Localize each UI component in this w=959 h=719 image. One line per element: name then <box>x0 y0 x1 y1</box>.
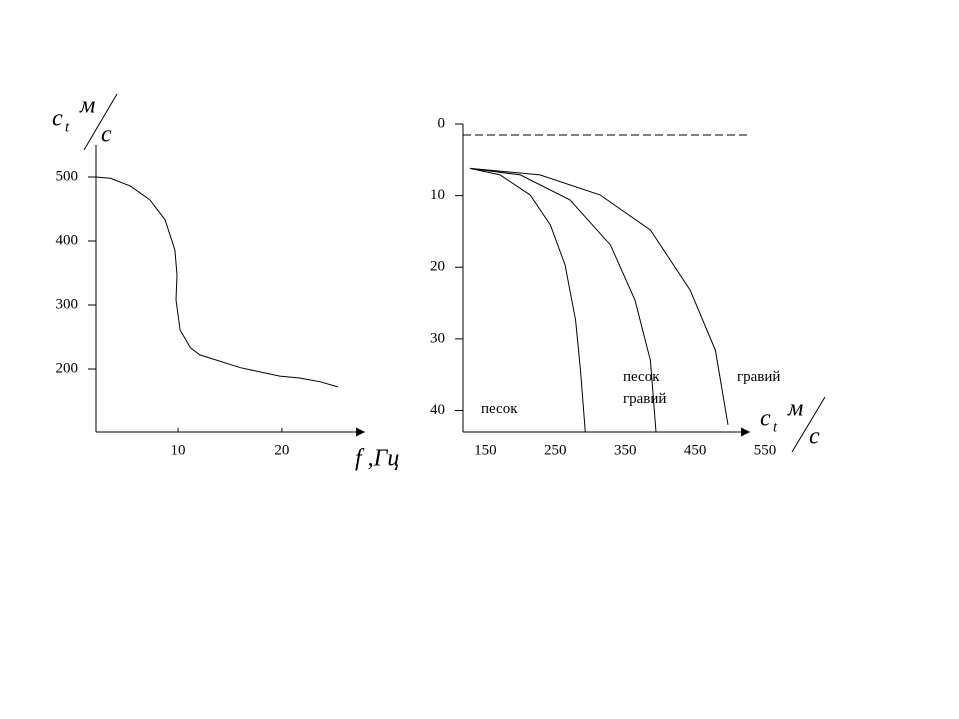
x-tick-label: 150 <box>474 442 497 458</box>
fraction-bar <box>83 93 118 151</box>
y-tick-label: 0 <box>438 115 446 131</box>
x-tick-label: 550 <box>754 442 777 458</box>
y-tick-label: 40 <box>430 402 445 418</box>
data-line <box>469 167 657 433</box>
x-tick-label: 250 <box>544 442 567 458</box>
x-axis-label: f ,Гц <box>355 446 399 472</box>
y-tick-label: 300 <box>56 296 79 312</box>
x-tick-label: 10 <box>171 442 186 458</box>
y-tick-label: 400 <box>56 232 79 248</box>
series-label: песок <box>481 401 518 417</box>
symbol: c <box>760 406 771 432</box>
data-line <box>469 167 729 425</box>
symbol: c <box>52 106 63 132</box>
unit-bottom: с <box>101 122 112 148</box>
y-tick-label: 30 <box>430 330 445 346</box>
data-line <box>469 167 586 433</box>
y-axis-label: c t м с <box>52 93 118 151</box>
x-tick-label: 350 <box>614 442 637 458</box>
fraction-bar <box>791 396 826 453</box>
unit-top: м <box>787 396 803 422</box>
x-axis-label: c t м с <box>760 396 826 453</box>
series-label: гравий <box>737 369 780 385</box>
subscript: t <box>773 419 778 435</box>
unit-bottom: с <box>809 424 820 450</box>
y-tick-label: 20 <box>430 259 445 275</box>
y-tick-label: 500 <box>56 168 79 184</box>
series-label: песок гравий <box>623 369 666 407</box>
x-tick-label: 20 <box>274 442 289 458</box>
y-tick-label: 200 <box>56 360 79 376</box>
x-tick-label: 450 <box>684 442 707 458</box>
data-line <box>95 176 339 388</box>
unit-top: м <box>79 93 95 119</box>
subscript: t <box>65 119 70 135</box>
y-tick-label: 10 <box>430 187 445 203</box>
